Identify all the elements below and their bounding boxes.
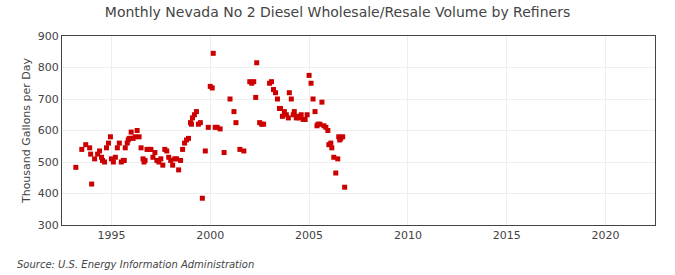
- svg-text:600: 600: [38, 124, 59, 137]
- svg-text:1995: 1995: [97, 229, 125, 242]
- svg-text:2015: 2015: [493, 229, 521, 242]
- svg-text:2010: 2010: [394, 229, 422, 242]
- svg-text:400: 400: [38, 187, 59, 200]
- svg-text:700: 700: [38, 93, 59, 106]
- svg-text:Source: U.S. Energy Informatio: Source: U.S. Energy Information Administ…: [17, 259, 254, 270]
- svg-text:900: 900: [38, 30, 59, 43]
- svg-text:2000: 2000: [196, 229, 224, 242]
- svg-text:300: 300: [38, 219, 59, 232]
- svg-text:Monthly Nevada No 2 Diesel Who: Monthly Nevada No 2 Diesel Wholesale/Res…: [105, 4, 570, 20]
- svg-text:Thousand Gallons per Day: Thousand Gallons per Day: [20, 57, 33, 204]
- svg-text:500: 500: [38, 156, 59, 169]
- svg-text:2005: 2005: [295, 229, 323, 242]
- svg-text:800: 800: [38, 61, 59, 74]
- svg-text:2020: 2020: [592, 229, 620, 242]
